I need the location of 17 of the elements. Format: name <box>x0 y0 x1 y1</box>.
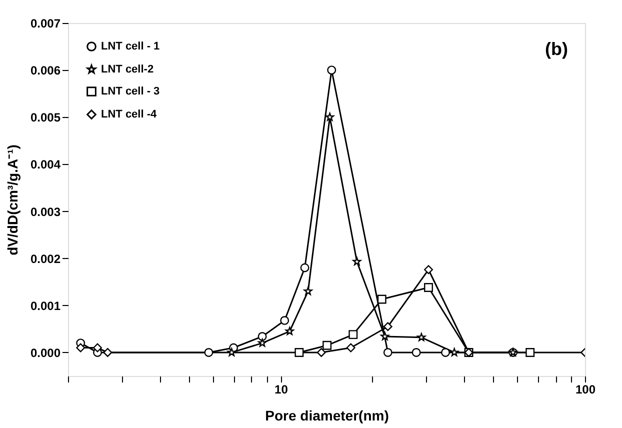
legend-label: LNT cell - 3 <box>101 86 160 98</box>
y-tick-label: 0.001 <box>30 298 61 313</box>
y-tick-label: 0.000 <box>30 346 61 360</box>
y-tick-label: 0.004 <box>30 158 61 172</box>
y-tick-label: 0.003 <box>30 204 61 219</box>
y-tick-label: 0.005 <box>30 110 61 125</box>
legend-label: LNT cell - 1 <box>101 40 160 52</box>
y-tick-label: 0.002 <box>30 252 61 266</box>
legend-label: LNT cell -4 <box>101 108 158 120</box>
x-tick-label: 100 <box>575 382 596 396</box>
y-tick-label: 0.006 <box>30 64 61 78</box>
y-axis-title: dV/dD(cm³/g.A⁻¹) <box>4 144 20 256</box>
legend-label: LNT cell-2 <box>101 64 154 76</box>
x-tick-label: 10 <box>274 382 288 396</box>
x-axis-title: Pore diameter(nm) <box>265 408 389 424</box>
annotation: (b) <box>545 39 568 59</box>
y-tick-label: 0.007 <box>30 16 61 30</box>
